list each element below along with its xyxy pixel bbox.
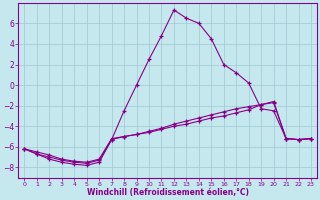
X-axis label: Windchill (Refroidissement éolien,°C): Windchill (Refroidissement éolien,°C) bbox=[87, 188, 249, 197]
